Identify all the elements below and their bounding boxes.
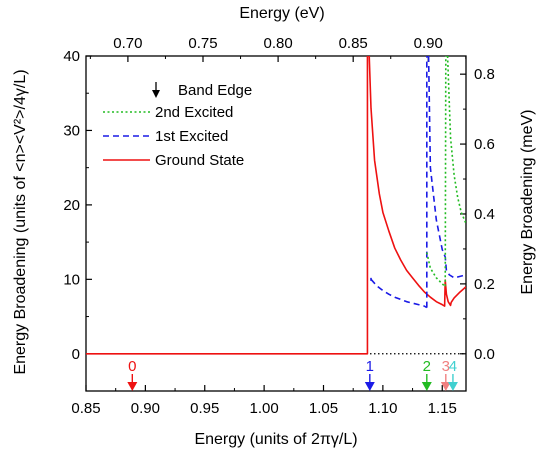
x-bottom-tick-label: 1.00 [250,400,279,417]
y-right-tick-label: 0.6 [474,136,495,153]
band-edge-arrow-icon [364,382,375,391]
x-bottom-tick-label: 0.85 [71,400,100,417]
band-edge-arrow-icon [127,382,138,391]
series-line-ground-state [86,56,369,355]
y-right-tick-label: 0.4 [474,206,495,223]
y-left-tick-label: 20 [63,197,80,214]
x-bottom-tick-label: 1.10 [368,400,397,417]
band-edge-label: 0 [128,358,136,375]
y-left-tick-label: 40 [63,48,80,65]
x-top-axis-title: Energy (eV) [239,5,324,22]
axis-ticks: 0.85 0.90 0.95 1.00 1.05 1.10 1.150.70 0.75 0.80… [63,35,495,417]
x-top-tick-label: 0.70 [113,35,142,52]
x-bottom-axis-title: Energy (units of 2πγ/L) [194,431,357,448]
x-bottom-tick-label: 1.05 [309,400,338,417]
x-top-tick-label: 0.85 [339,35,368,52]
x-bottom-tick-label: 0.90 [131,400,160,417]
y-right-tick-label: 0.2 [474,276,495,293]
y-right-tick-label: 0.8 [474,66,495,83]
x-bottom-tick-label: 0.95 [190,400,219,417]
series-line-ground-state [368,56,466,307]
y-left-tick-label: 10 [63,271,80,288]
legend: Band Edge 2nd Excited 1st Excited Ground S… [103,82,252,169]
y-left-tick-label: 30 [63,122,80,139]
y-left-tick-label: 0 [72,346,80,363]
band-edge-markers: 0 1 2 34 [127,358,458,391]
band-edge-arrow-icon [447,382,458,391]
y-right-axis-title: Energy Broadening (meV) [519,110,536,295]
legend-entry-label: 2nd Excited [155,104,233,121]
legend-entry-label: 1st Excited [155,128,228,145]
series-lines [86,56,466,355]
legend-band-edge-label: Band Edge [178,82,252,99]
legend-arrow-icon [152,90,160,98]
y-left-axis-title: Energy Broadening (units of <n><V²>/4γ/L… [12,69,29,374]
band-edge-label: 4 [449,358,457,375]
y-right-tick-label: 0.0 [474,346,495,363]
x-top-tick-label: 0.75 [188,35,217,52]
series-line-1st-excited [370,278,428,309]
band-edge-arrow-icon [421,382,432,391]
x-top-tick-label: 0.80 [263,35,292,52]
legend-entry-label: Ground State [155,152,244,169]
series-line-2nd-excited [446,56,466,224]
series-line-1st-excited [427,56,466,279]
band-edge-label: 3 [442,358,450,375]
band-edge-label: 2 [423,358,431,375]
plot-frame [85,55,467,392]
band-edge-arrow-icon [440,382,451,391]
x-bottom-tick-label: 1.15 [428,400,457,417]
series-line-2nd-excited [426,56,447,288]
x-top-tick-label: 0.90 [414,35,443,52]
band-edge-label: 1 [366,358,374,375]
